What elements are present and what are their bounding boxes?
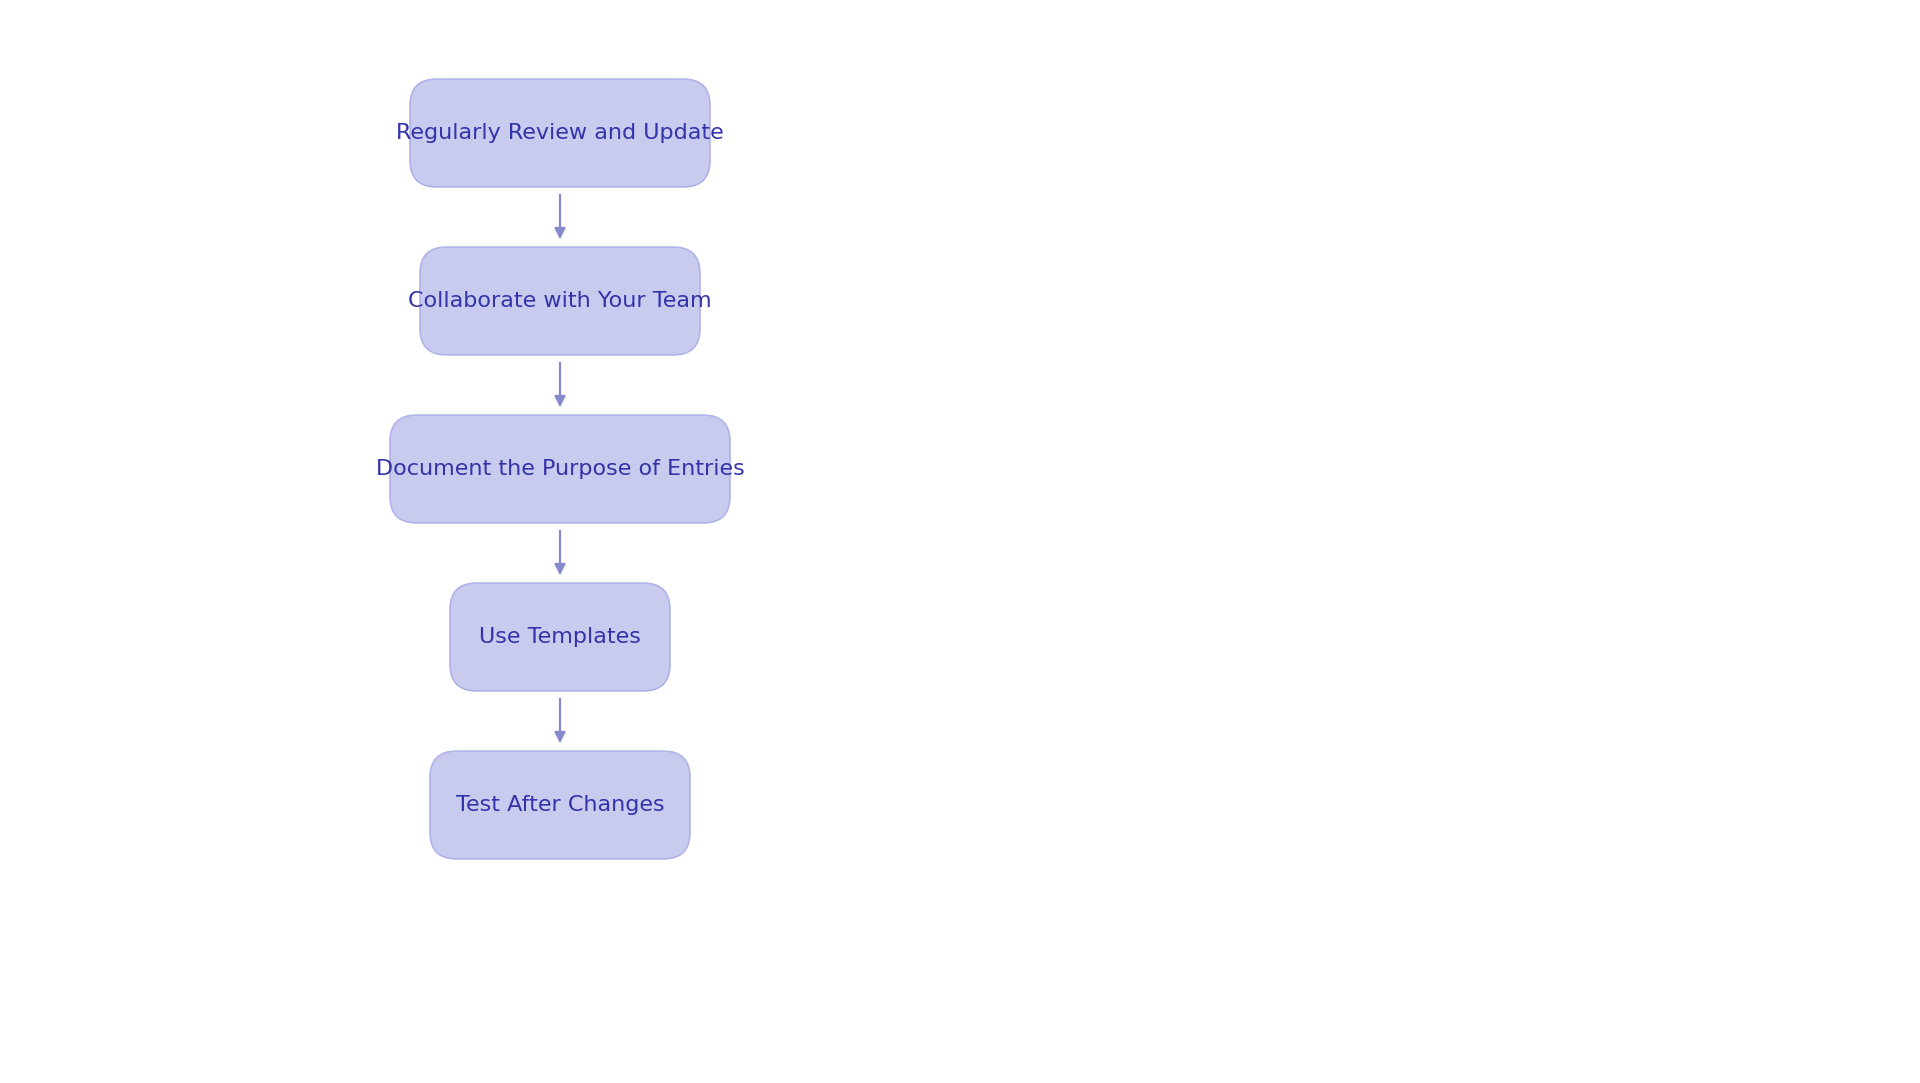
Text: Collaborate with Your Team: Collaborate with Your Team bbox=[409, 291, 712, 311]
FancyBboxPatch shape bbox=[411, 79, 710, 187]
FancyBboxPatch shape bbox=[430, 752, 689, 859]
Text: Regularly Review and Update: Regularly Review and Update bbox=[396, 123, 724, 143]
FancyBboxPatch shape bbox=[390, 415, 730, 523]
Text: Test After Changes: Test After Changes bbox=[455, 795, 664, 815]
Text: Document the Purpose of Entries: Document the Purpose of Entries bbox=[376, 459, 745, 479]
FancyBboxPatch shape bbox=[420, 247, 701, 355]
Text: Use Templates: Use Templates bbox=[480, 627, 641, 647]
FancyBboxPatch shape bbox=[449, 583, 670, 691]
